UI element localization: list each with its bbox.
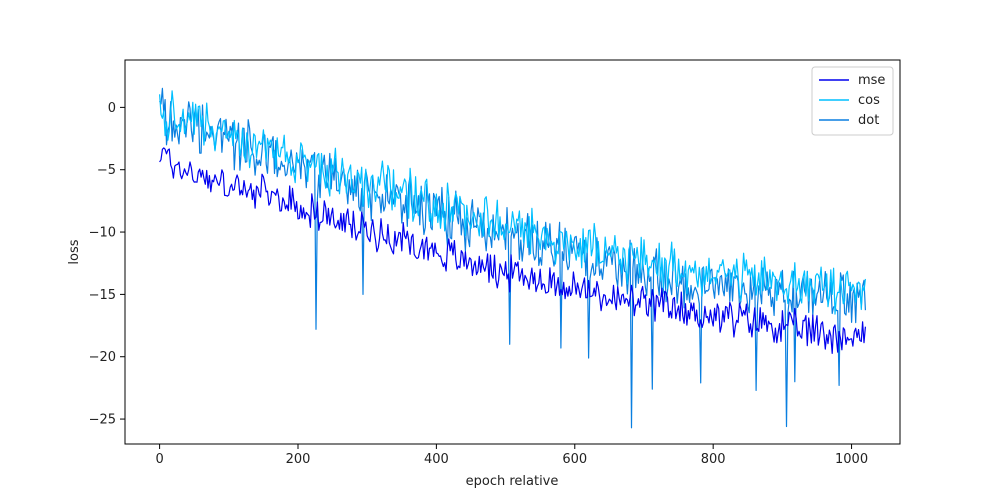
y-tick-label: −25 <box>89 413 116 428</box>
x-tick-label: 400 <box>424 452 449 467</box>
series-line-cos <box>159 90 866 315</box>
y-tick-label: −10 <box>89 226 116 241</box>
x-tick-label: 600 <box>562 452 587 467</box>
series-line-mse <box>159 147 866 354</box>
y-tick-label: −20 <box>89 350 116 365</box>
x-tick-label: 200 <box>286 452 311 467</box>
y-axis-label: loss <box>67 239 82 264</box>
y-tick-label: 0 <box>108 101 116 116</box>
legend: mse cos dot <box>811 66 894 136</box>
series-layer <box>159 87 866 429</box>
x-tick-label: 0 <box>155 452 163 467</box>
x-tick-label: 1000 <box>835 452 868 467</box>
legend-label-mse: mse <box>858 73 885 88</box>
y-tick-label: −5 <box>97 163 116 178</box>
legend-label-cos: cos <box>858 93 880 108</box>
legend-label-dot: dot <box>858 113 879 128</box>
x-axis-label: epoch relative <box>466 474 559 489</box>
plot-frame <box>124 59 901 445</box>
series-line-dot <box>159 87 866 429</box>
y-axis: 0 −5 −10 −15 −20 −25 <box>89 101 125 428</box>
x-tick-label: 800 <box>701 452 726 467</box>
legend-box <box>811 66 894 136</box>
y-tick-label: −15 <box>89 288 116 303</box>
x-axis: 0 200 400 600 800 1000 <box>155 444 868 467</box>
